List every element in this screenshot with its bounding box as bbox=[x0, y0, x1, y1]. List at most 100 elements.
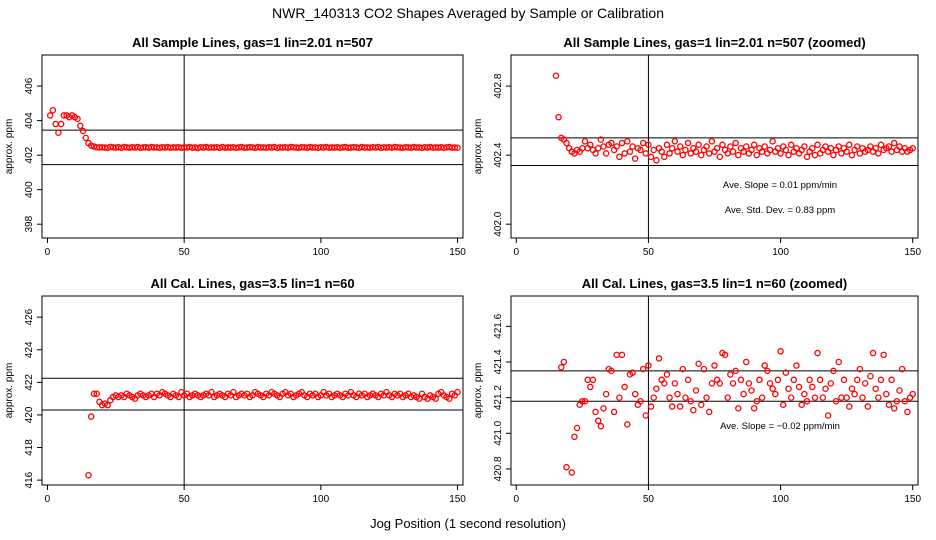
data-point bbox=[573, 424, 581, 432]
data-point bbox=[896, 387, 903, 394]
x-tick-label: 150 bbox=[904, 247, 921, 258]
data-point bbox=[742, 143, 750, 150]
data-point bbox=[748, 387, 755, 394]
x-tick-label: 0 bbox=[45, 494, 51, 505]
data-point bbox=[769, 385, 776, 392]
plot-frame bbox=[510, 295, 919, 486]
data-point bbox=[679, 365, 687, 373]
data-point bbox=[624, 138, 631, 145]
x-tick-label: 50 bbox=[179, 247, 191, 258]
figure-title: NWR_140313 CO2 Shapes Averaged by Sample… bbox=[272, 5, 664, 21]
data-point bbox=[758, 394, 766, 401]
data-point bbox=[454, 388, 461, 396]
x-tick-label: 150 bbox=[449, 494, 466, 505]
x-tick-label: 100 bbox=[313, 247, 330, 258]
data-point bbox=[838, 150, 845, 157]
data-point bbox=[668, 403, 676, 410]
data-point bbox=[846, 403, 853, 410]
data-point bbox=[885, 143, 893, 150]
data-point bbox=[787, 141, 795, 149]
data-point bbox=[885, 401, 893, 409]
data-point bbox=[779, 401, 787, 409]
data-point bbox=[864, 403, 872, 410]
data-point bbox=[647, 153, 655, 161]
data-point bbox=[846, 141, 853, 149]
y-tick-label: 398 bbox=[24, 215, 35, 232]
data-point bbox=[639, 365, 647, 373]
annotation: Ave. Slope = 0.01 ppm/min bbox=[723, 180, 837, 191]
data-point bbox=[700, 365, 708, 373]
data-point bbox=[621, 383, 628, 391]
data-point bbox=[774, 376, 782, 384]
data-point bbox=[750, 141, 758, 149]
data-point bbox=[764, 367, 771, 375]
data-point bbox=[822, 385, 829, 392]
data-point bbox=[904, 408, 911, 416]
x-tick-label: 0 bbox=[514, 247, 520, 258]
data-point bbox=[713, 144, 721, 152]
y-tick-label: 422 bbox=[24, 374, 35, 391]
data-point bbox=[55, 129, 62, 136]
data-point bbox=[592, 150, 599, 157]
y-tick-label: 421.4 bbox=[493, 349, 504, 374]
plot-frame bbox=[41, 295, 464, 486]
data-point bbox=[674, 148, 681, 155]
data-point bbox=[898, 365, 906, 373]
data-point bbox=[742, 358, 750, 366]
data-point bbox=[626, 148, 634, 155]
data-point bbox=[602, 150, 610, 157]
panel-title: All Sample Lines, gas=1 lin=2.01 n=507 bbox=[132, 35, 373, 50]
data-point bbox=[856, 365, 864, 373]
x-tick-label: 50 bbox=[643, 494, 655, 505]
data-point bbox=[708, 138, 716, 145]
y-tick-label: 402.8 bbox=[493, 73, 504, 98]
y-tick-label: 404 bbox=[24, 112, 35, 129]
data-point bbox=[875, 394, 882, 401]
data-point bbox=[594, 144, 602, 152]
data-point bbox=[653, 157, 660, 164]
data-point bbox=[793, 362, 800, 369]
data-point bbox=[785, 385, 792, 392]
data-point bbox=[230, 388, 237, 396]
chart-panel-4: All Cal. Lines, gas=3.5 lin=1 n=60 (zoom… bbox=[473, 276, 921, 505]
data-point bbox=[909, 390, 916, 398]
y-tick-label: 400 bbox=[24, 181, 35, 198]
data-point bbox=[563, 139, 570, 147]
data-point bbox=[703, 394, 710, 401]
figure-xlabel: Jog Position (1 second resolution) bbox=[370, 516, 566, 531]
x-tick-label: 50 bbox=[179, 494, 191, 505]
data-point bbox=[57, 120, 65, 128]
data-point bbox=[175, 393, 182, 401]
data-point bbox=[795, 383, 803, 391]
data-point bbox=[798, 401, 805, 409]
data-point bbox=[724, 394, 731, 401]
data-point bbox=[93, 390, 100, 398]
data-point bbox=[875, 150, 882, 157]
data-point bbox=[661, 380, 668, 387]
data-point bbox=[814, 141, 821, 149]
panel-title: All Sample Lines, gas=1 lin=2.01 n=507 (… bbox=[563, 35, 865, 50]
y-tick-label: 424 bbox=[24, 341, 35, 358]
data-point bbox=[909, 144, 916, 152]
data-point bbox=[809, 144, 816, 152]
data-point bbox=[555, 113, 562, 121]
data-point bbox=[668, 144, 676, 152]
plot-frame bbox=[510, 54, 919, 239]
data-point bbox=[600, 405, 607, 412]
data-point bbox=[60, 112, 68, 119]
y-tick-label: 420 bbox=[24, 406, 35, 423]
data-point bbox=[687, 150, 694, 157]
data-point bbox=[732, 139, 739, 147]
x-tick-label: 100 bbox=[772, 494, 789, 505]
chart-panel-3: All Cal. Lines, gas=3.5 lin=1 n=60 0 50 100… bbox=[4, 276, 466, 505]
data-point bbox=[563, 463, 570, 471]
panel-title: All Cal. Lines, gas=3.5 lin=1 n=60 (zoom… bbox=[582, 276, 848, 291]
data-point bbox=[608, 139, 615, 147]
data-point bbox=[645, 141, 652, 149]
data-point bbox=[843, 394, 850, 401]
data-point bbox=[848, 385, 856, 392]
data-point bbox=[610, 408, 618, 416]
data-point bbox=[631, 155, 639, 162]
data-point bbox=[888, 148, 895, 155]
